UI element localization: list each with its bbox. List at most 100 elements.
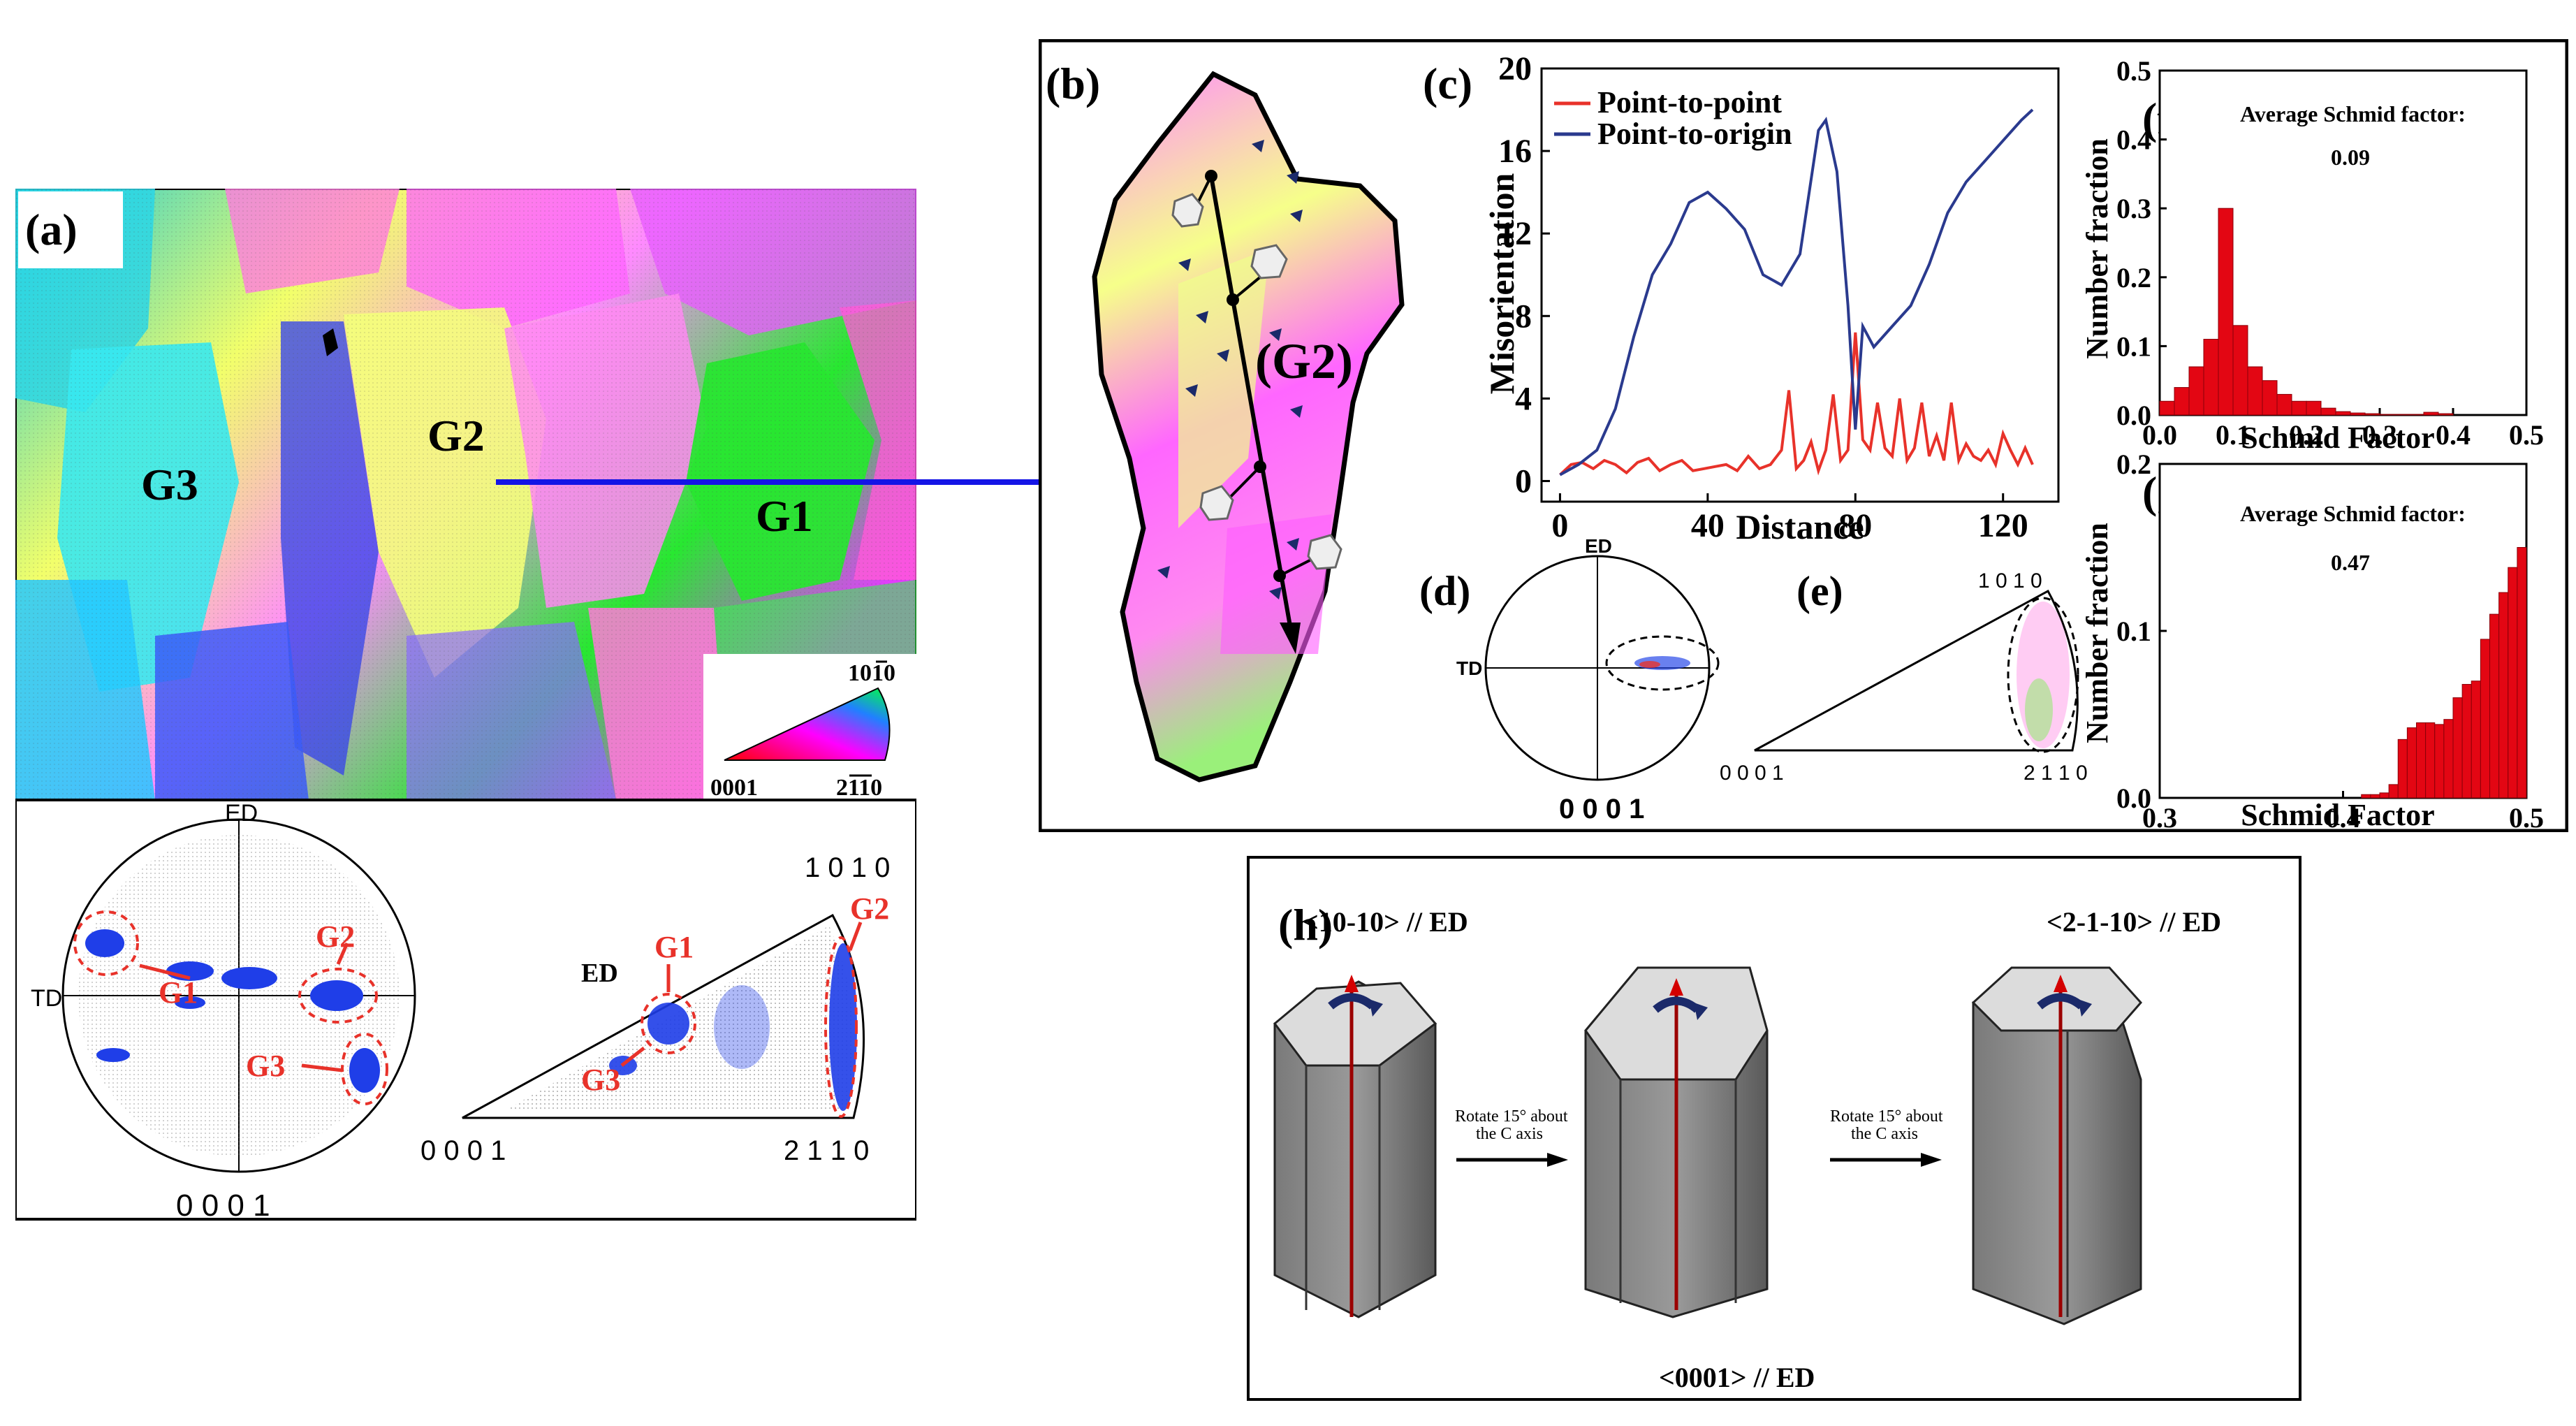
- chart-c-axes: 0 4 8 12 16 20 0 40 80 120: [1498, 50, 2028, 544]
- chart-c-y-tick-label: 4: [1515, 380, 1532, 417]
- chart-c-y-tick-label: 0: [1515, 463, 1532, 500]
- chart-f-bar: [2364, 413, 2380, 416]
- chart-f-bars: [2159, 208, 2454, 416]
- legend-point-to-origin: Point-to-origin: [1597, 117, 1792, 151]
- rotate-label-1-line1: Rotate 15° about: [1455, 1107, 1568, 1126]
- chart-g-bar: [2388, 784, 2399, 799]
- svg-text:2 1 1 0: 2 1 1 0: [784, 1135, 869, 1166]
- chart-f-bar: [2350, 412, 2366, 416]
- chart-f-x-tick-label: 0.2: [2289, 419, 2324, 451]
- chart-g-bar: [2434, 724, 2445, 799]
- chart-g-bar: [2471, 681, 2481, 799]
- chart-c-series: [1559, 108, 2034, 476]
- grain-g2-label: (G2): [1255, 333, 1353, 389]
- chart-g-y-tick-label: 0.1: [2116, 616, 2151, 647]
- chart-f-y-tick-label: 0.4: [2116, 124, 2151, 156]
- chart-f-x-tick-label: 0.5: [2509, 419, 2544, 451]
- chart-c-x-tick-label: 0: [1551, 507, 1568, 544]
- chart-g-annotation-title: Average Schmid factor:: [2240, 501, 2466, 526]
- chart-f-bar: [2335, 411, 2351, 416]
- panel-h-frame: (h) <10-10> // ED <2-1-10> // ED Rotate …: [1247, 856, 2301, 1401]
- panel-a-frame: (a) G2 G3 G1 1010 0001 2110 ED TD 0 0 0 …: [15, 189, 916, 1223]
- rotate-label-2-line1: Rotate 15° about: [1830, 1107, 1943, 1126]
- chart-g-bar: [2517, 547, 2527, 799]
- chart-f-bar: [2262, 380, 2278, 416]
- chart-g-bar: [2397, 739, 2408, 799]
- svg-text:0 0 0 1: 0 0 0 1: [176, 1188, 270, 1223]
- inverse-pole-figure-e: 1 0 1 0 0 0 0 1 2 1 1 0: [1720, 569, 2088, 785]
- chart-g-bar: [2443, 719, 2454, 799]
- hexagonal-prism-2: [1584, 966, 1769, 1318]
- chart-c-y-tick-label: 12: [1498, 215, 1532, 252]
- pole-figure-0001: ED TD 0 0 0 1 G1 G2 G3: [31, 800, 416, 1223]
- chart-c-x-tick-label: 120: [1978, 507, 2028, 544]
- svg-text:ED: ED: [581, 959, 618, 988]
- chart-g-bar: [2425, 722, 2436, 799]
- chart-g-x-title: Schmid Factor: [2241, 798, 2434, 832]
- chart-c-plot-frame: [1540, 67, 2060, 503]
- left-orientation-title: <10-10> // ED: [1303, 906, 1468, 938]
- svg-text:1 0 1 0: 1 0 1 0: [1978, 569, 2042, 592]
- ipf-callout-g2: G2: [850, 892, 889, 926]
- series-line-point-to-origin: [1559, 108, 2034, 476]
- chart-f-bar: [2232, 325, 2248, 416]
- chart-g-bar: [2489, 613, 2500, 799]
- chart-c-y-tick-label: 20: [1498, 50, 1532, 87]
- right-orientation-title: <2-1-10> // ED: [2047, 906, 2221, 938]
- chart-g-y-tick-label: 0.2: [2116, 449, 2151, 480]
- svg-text:2110: 2110: [836, 775, 882, 801]
- chart-f-bar: [2438, 413, 2454, 416]
- chart-f-y-tick-label: 0.0: [2116, 400, 2151, 431]
- svg-text:0 0 0 1: 0 0 0 1: [1559, 794, 1644, 824]
- hexagonal-prism-3: [1971, 966, 2143, 1325]
- chart-f-bar: [2306, 400, 2322, 416]
- chart-g-y-title: Number fraction: [2080, 523, 2114, 743]
- chart-f-x-title: Schmid Factor: [2241, 421, 2434, 455]
- chart-f-x-tick-label: 0.4: [2436, 419, 2471, 451]
- chart-f-y-tick-label: 0.1: [2116, 330, 2151, 362]
- svg-text:0 0 0 1: 0 0 0 1: [420, 1135, 506, 1166]
- chart-f-y-tick-label: 0.2: [2116, 262, 2151, 293]
- svg-text:2 1 1 0: 2 1 1 0: [2024, 762, 2088, 785]
- chart-f-x-tick-label: 0.0: [2142, 419, 2177, 451]
- chart-f-bar: [2291, 400, 2307, 416]
- chart-f-annotation-title: Average Schmid factor:: [2240, 101, 2466, 126]
- ipf-color-key: 1010 0001 2110: [703, 654, 916, 801]
- chart-g-bar: [2379, 792, 2390, 799]
- grain-label-g1: G1: [756, 491, 813, 541]
- chart-f-axes: 0.0 0.1 0.2 0.3 0.4 0.5 0.0 0.1 0.2 0.3 0.4 0.5: [2116, 55, 2544, 451]
- grain-label-g3: G3: [141, 460, 198, 509]
- ipf-callout-g1: G1: [654, 930, 694, 964]
- chart-c-x-title: Distance: [1736, 507, 1864, 546]
- pole-callout-g1: G1: [159, 975, 198, 1010]
- rotate-label-1-line2: the C axis: [1476, 1125, 1543, 1143]
- grain-g2-map: [1092, 71, 1405, 783]
- panel-d-label: (d): [1419, 568, 1470, 614]
- chart-g-x-tick-label: 0.4: [2326, 802, 2361, 832]
- svg-text:ED: ED: [225, 800, 258, 827]
- chart-g-x-tick-label: 0.5: [2509, 802, 2544, 832]
- legend-point-to-point: Point-to-point: [1597, 85, 1782, 119]
- svg-text:1 0 1 0: 1 0 1 0: [805, 852, 890, 883]
- chart-c-y-title: Misorientation: [1482, 173, 1521, 395]
- bottom-orientation-label: <0001> // ED: [1659, 1362, 1815, 1393]
- panel-e-label: (e): [1796, 568, 1843, 614]
- panel-a-label: (a): [25, 205, 78, 254]
- chart-f-bar: [2159, 400, 2175, 416]
- chart-f-bar: [2320, 407, 2336, 416]
- pole-figure-d: ED TD 0 0 0 1: [1456, 535, 1720, 824]
- chart-f-y-tick-label: 0.3: [2116, 193, 2151, 224]
- chart-g-bar: [2452, 697, 2463, 799]
- panel-c-label: (c): [1423, 59, 1472, 108]
- chart-f-x-tick-label: 0.1: [2216, 419, 2251, 451]
- chart-f-bar: [2394, 414, 2410, 416]
- chart-f-bar: [2247, 366, 2263, 416]
- chart-c-x-tick-label: 40: [1691, 507, 1725, 544]
- panel-bg-frame: (b) (G2) (c) 0 4 8 12 16 20 0 40 80 120 Point-to-…: [1039, 39, 2568, 832]
- chart-g-bars: [2361, 547, 2527, 799]
- chart-f-bar: [2174, 387, 2190, 416]
- pole-callout-g2: G2: [316, 919, 355, 954]
- svg-text:TD: TD: [31, 985, 62, 1012]
- chart-g-y-tick-label: 0.0: [2116, 783, 2151, 814]
- panel-b-label: (b): [1046, 59, 1100, 108]
